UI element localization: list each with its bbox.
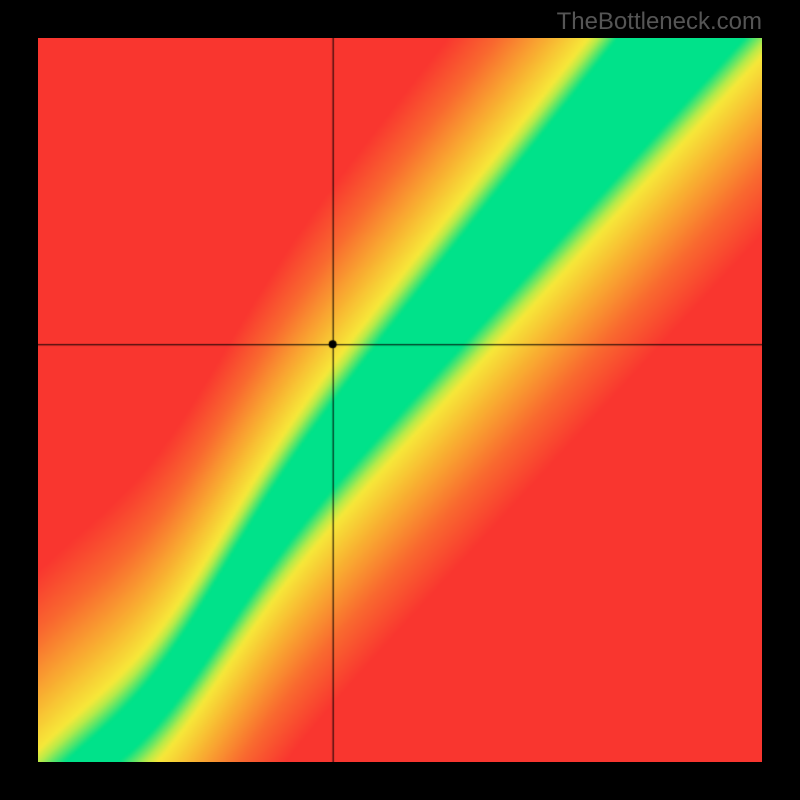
watermark-text: TheBottleneck.com	[557, 8, 762, 36]
bottleneck-heatmap	[38, 38, 762, 762]
